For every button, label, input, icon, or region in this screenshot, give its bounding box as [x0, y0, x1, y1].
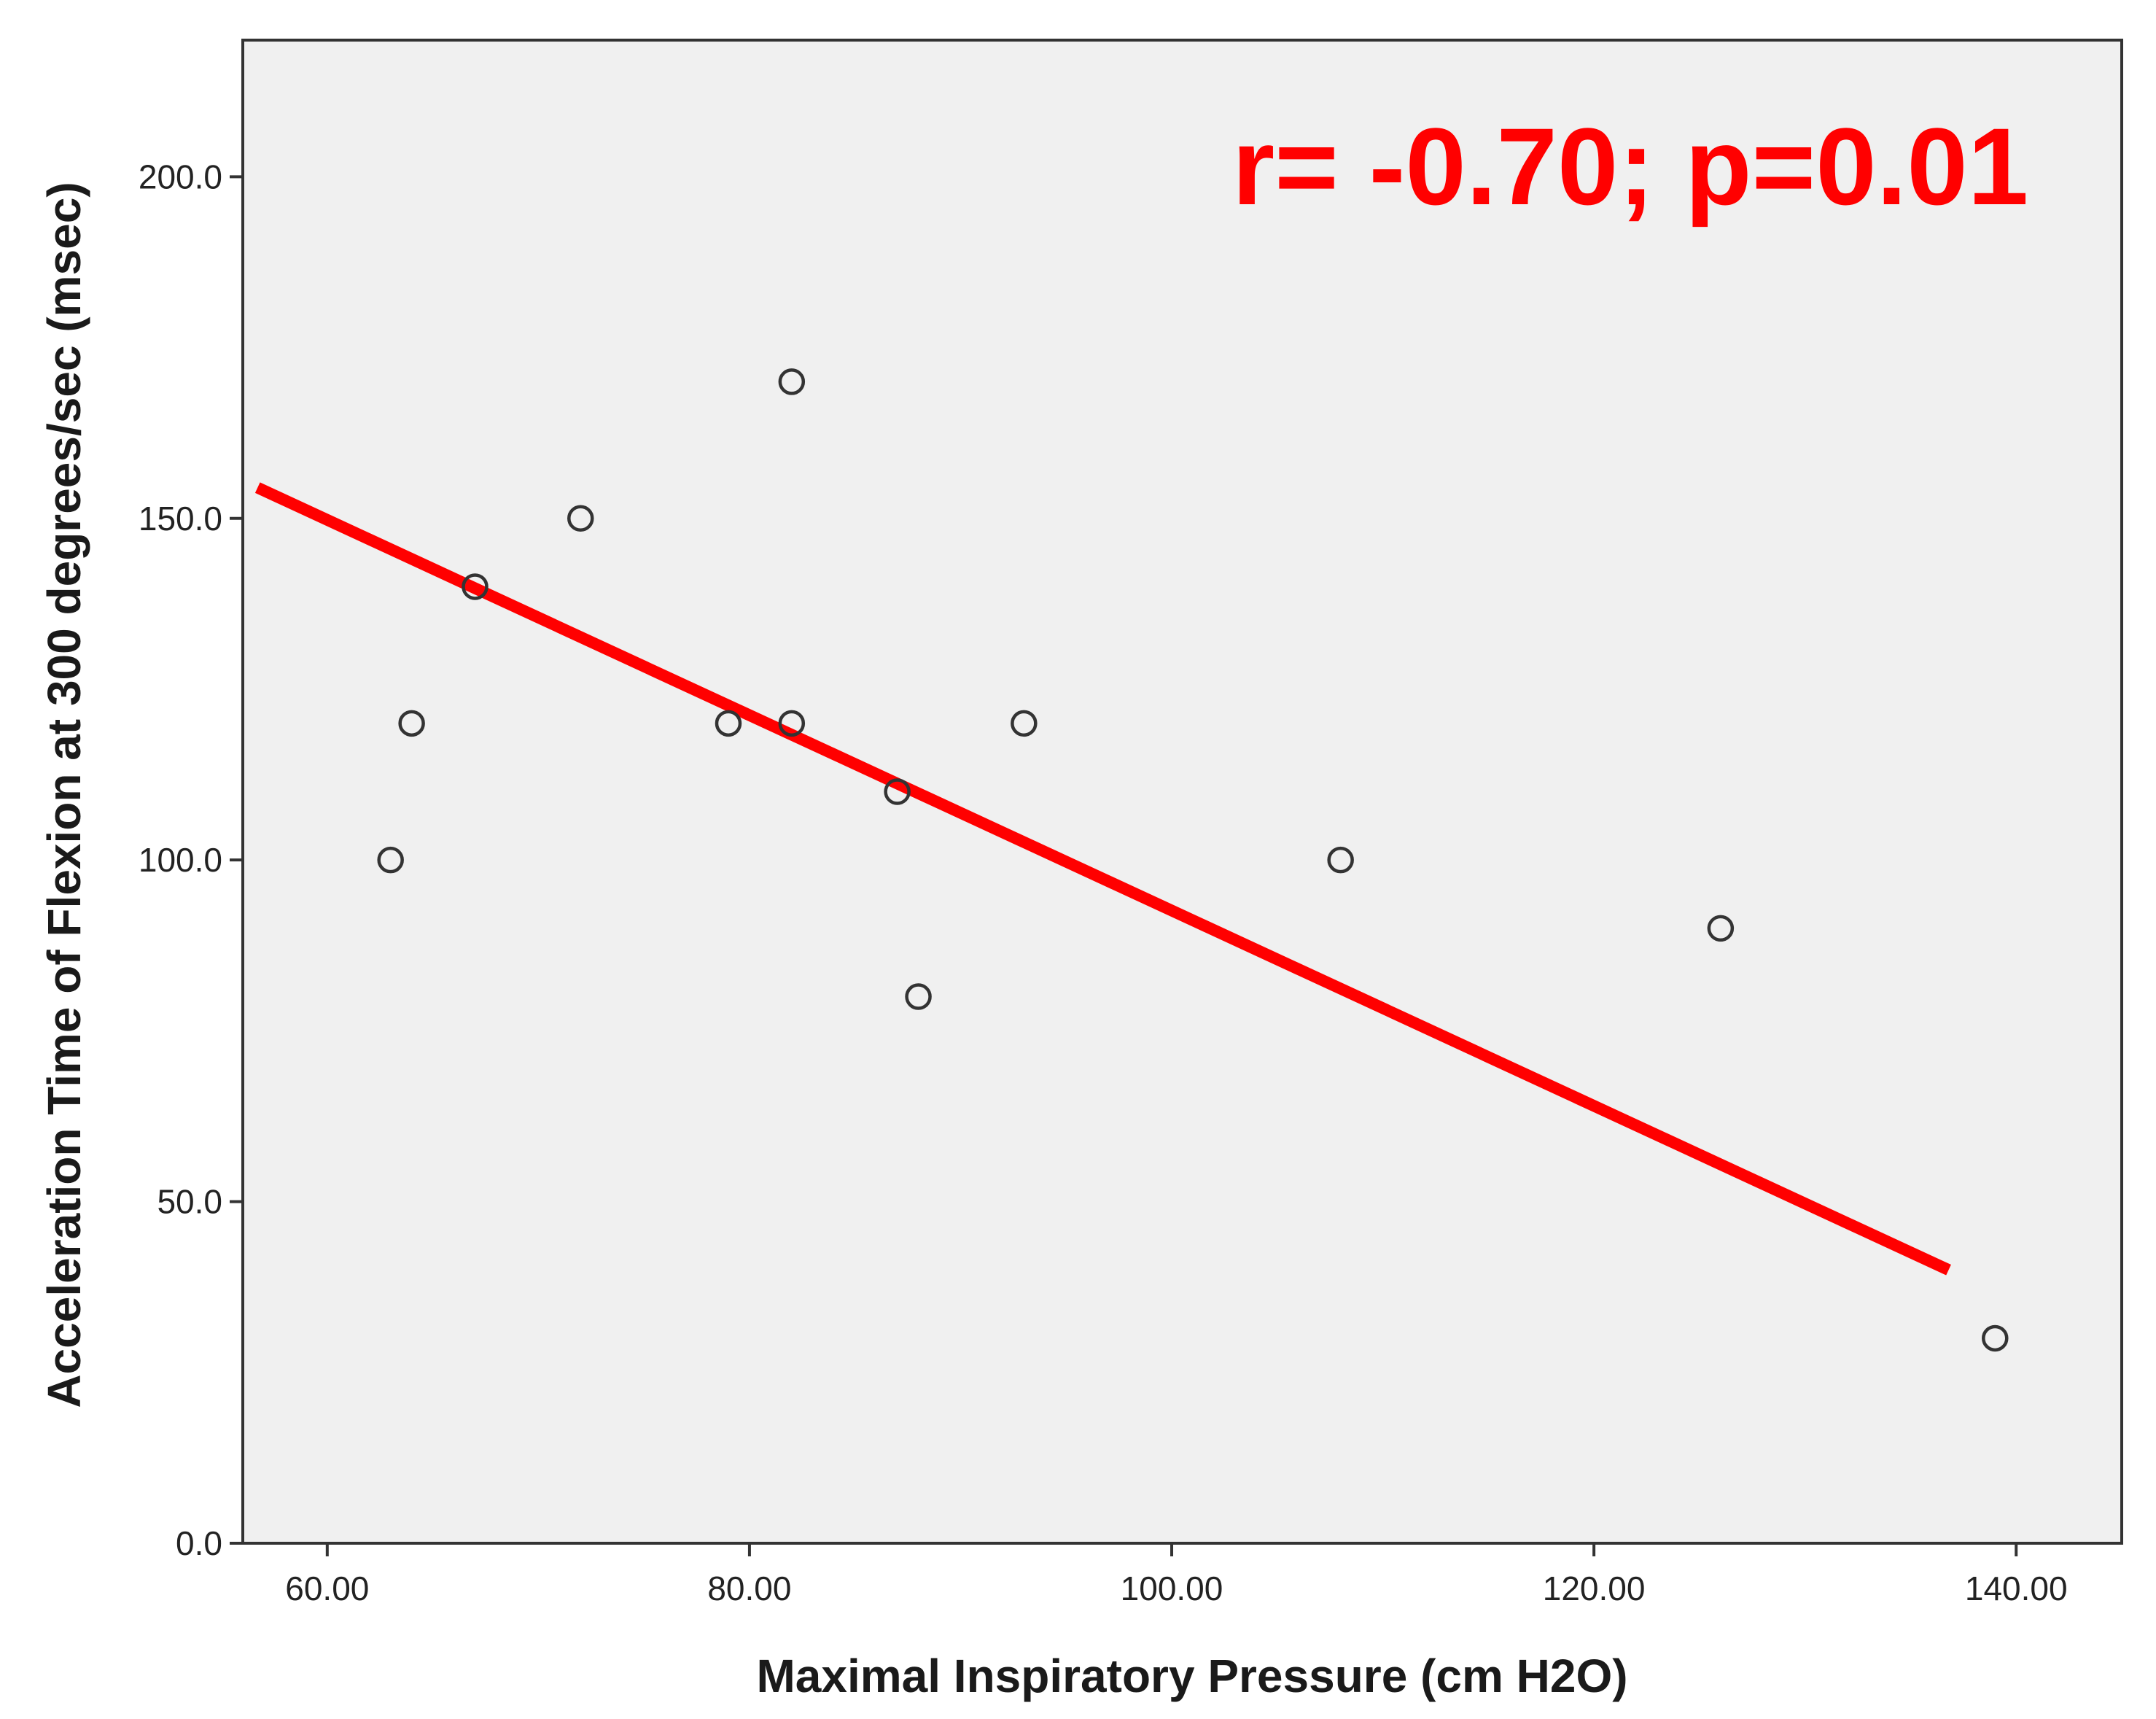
data-point: [715, 710, 742, 737]
y-axis-ticks: 0.0 50.0 100.0 150.0 200.0: [139, 158, 243, 1562]
x-tick-label: 80.00: [707, 1569, 791, 1607]
x-tick-label: 120.00: [1543, 1569, 1646, 1607]
data-point: [1011, 710, 1038, 737]
y-tick-label: 50.0: [157, 1183, 222, 1221]
data-point: [778, 368, 806, 395]
data-point: [1707, 915, 1735, 942]
data-point: [398, 710, 425, 737]
x-tick-label: 140.00: [1965, 1569, 2068, 1607]
data-point: [884, 778, 911, 805]
y-tick-label: 0.0: [176, 1524, 222, 1562]
y-tick-label: 200.0: [139, 158, 222, 195]
x-axis-ticks: 60.00 80.00 100.00 120.00 140.00: [285, 1543, 2068, 1607]
x-tick-label: 60.00: [285, 1569, 369, 1607]
x-axis-title: Maximal Inspiratory Pressure (cm H2O): [756, 1650, 1627, 1702]
data-point: [1982, 1324, 2009, 1352]
data-point: [905, 983, 932, 1010]
data-point: [778, 710, 806, 737]
regression-line: [254, 482, 1951, 1276]
y-tick-label: 150.0: [139, 500, 222, 538]
data-point: [377, 846, 404, 874]
plot-area: [241, 39, 2123, 1545]
x-tick-label: 100.00: [1121, 1569, 1223, 1607]
y-axis-title: Acceleration Time of Flexion at 300 degr…: [38, 182, 90, 1408]
data-points: [377, 368, 2009, 1352]
data-point: [1327, 846, 1354, 874]
correlation-annotation: r= -0.70; p=0.01: [1232, 105, 2028, 228]
data-point: [462, 573, 489, 600]
data-point: [567, 505, 594, 532]
y-tick-label: 100.0: [139, 841, 222, 879]
